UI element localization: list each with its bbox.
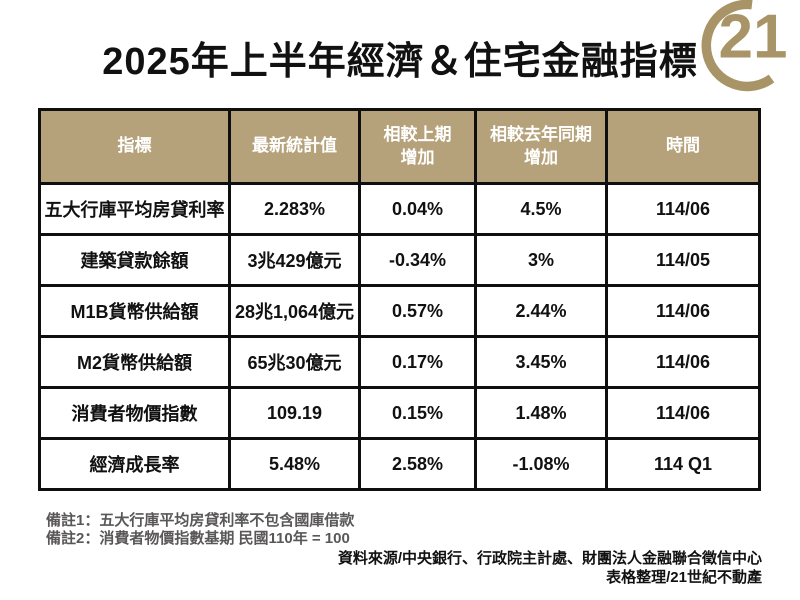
cell-vs-prev: -0.34%: [358, 233, 477, 287]
table-row: 建築貸款餘額 3兆429億元 -0.34% 3% 114/05: [38, 233, 761, 287]
indicators-table: 指標 最新統計值 相較上期 增加 相較去年同期 增加 時間 五大行庫平均房貸利率…: [38, 108, 761, 491]
cell-time: 114/06: [605, 335, 761, 389]
header-cell-latest: 最新統計值: [228, 108, 361, 185]
cell-latest: 28兆1,064億元: [228, 284, 361, 338]
footnote-1: 備註1：五大行庫平均房貸利率不包含國庫借款: [46, 512, 355, 529]
cell-vs-prev: 2.58%: [358, 437, 477, 491]
cell-latest: 65兆30億元: [228, 335, 361, 389]
cell-latest: 2.283%: [228, 182, 361, 236]
page-title: 2025年上半年經濟＆住宅金融指標: [102, 41, 698, 83]
cell-vs-prev: 0.17%: [358, 335, 477, 389]
cell-indicator: 經濟成長率: [38, 437, 231, 491]
cell-latest: 3兆429億元: [228, 233, 361, 287]
header-cell-vs-prev: 相較上期 增加: [358, 108, 477, 185]
cell-indicator: 建築貸款餘額: [38, 233, 231, 287]
header-cell-vs-yoy: 相較去年同期 增加: [474, 108, 608, 185]
cell-time: 114 Q1: [605, 437, 761, 491]
cell-vs-yoy: 3%: [474, 233, 608, 287]
cell-time: 114/06: [605, 386, 761, 440]
table-row: M2貨幣供給額 65兆30億元 0.17% 3.45% 114/06: [38, 335, 761, 389]
cell-time: 114/06: [605, 182, 761, 236]
cell-indicator: M1B貨幣供給額: [38, 284, 231, 338]
table-credit-line: 表格整理/21世紀不動產: [606, 569, 762, 586]
cell-time: 114/05: [605, 233, 761, 287]
table-row: 消費者物價指數 109.19 0.15% 1.48% 114/06: [38, 386, 761, 440]
cell-vs-yoy: 3.45%: [474, 335, 608, 389]
data-source-line: 資料來源/中央銀行、行政院主計處、財團法人金融聯合徵信中心: [337, 550, 762, 567]
footnotes: 備註1：五大行庫平均房貸利率不包含國庫借款 備註2：消費者物價指數基期 民國11…: [46, 512, 354, 547]
cell-vs-yoy: 4.5%: [474, 182, 608, 236]
table-row: 經濟成長率 5.48% 2.58% -1.08% 114 Q1: [38, 437, 761, 491]
cell-vs-yoy: 2.44%: [474, 284, 608, 338]
header-cell-indicator: 指標: [38, 108, 231, 185]
cell-vs-yoy: -1.08%: [474, 437, 608, 491]
cell-vs-prev: 0.15%: [358, 386, 477, 440]
cell-latest: 109.19: [228, 386, 361, 440]
cell-vs-prev: 0.04%: [358, 182, 477, 236]
cell-time: 114/06: [605, 284, 761, 338]
cell-indicator: 五大行庫平均房貸利率: [38, 182, 231, 236]
cell-vs-prev: 0.57%: [358, 284, 477, 338]
cell-latest: 5.48%: [228, 437, 361, 491]
cell-indicator: 消費者物價指數: [38, 386, 231, 440]
logo-21-text: 21: [719, 3, 788, 72]
century21-logo-icon: 21: [701, 0, 788, 92]
header-cell-time: 時間: [605, 108, 761, 185]
cell-indicator: M2貨幣供給額: [38, 335, 231, 389]
table-row: M1B貨幣供給額 28兆1,064億元 0.57% 2.44% 114/06: [38, 284, 761, 338]
cell-vs-yoy: 1.48%: [474, 386, 608, 440]
source-attribution: 資料來源/中央銀行、行政院主計處、財團法人金融聯合徵信中心 表格整理/21世紀不…: [338, 549, 762, 587]
table-row: 五大行庫平均房貸利率 2.283% 0.04% 4.5% 114/06: [38, 182, 761, 236]
table-header-row: 指標 最新統計值 相較上期 增加 相較去年同期 增加 時間: [38, 108, 761, 185]
footnote-2: 備註2：消費者物價指數基期 民國110年 = 100: [46, 529, 350, 547]
